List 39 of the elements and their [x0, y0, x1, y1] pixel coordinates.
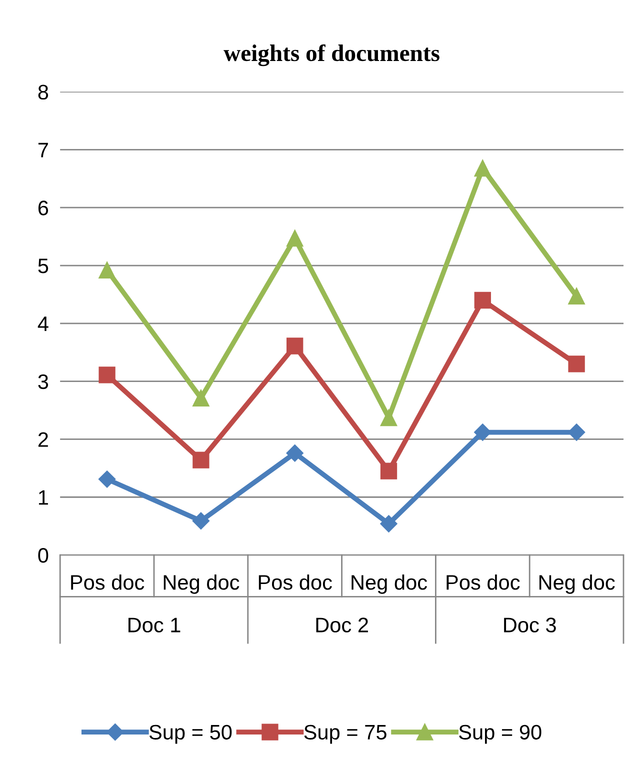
x-tick-label: Neg doc [352, 574, 427, 594]
point [98, 262, 116, 278]
y-tick-label: 5 [38, 258, 48, 274]
y-tick-label: 2 [38, 432, 48, 447]
legend-label: Sup = 75 [304, 724, 386, 744]
point [568, 356, 585, 372]
point [380, 462, 398, 480]
y-tick-label: 0 [38, 548, 48, 563]
x-tick-label: Neg doc [164, 574, 240, 594]
point [286, 444, 304, 462]
text: Doc 1 [128, 618, 180, 632]
text: Doc 3 [504, 618, 556, 632]
point [286, 338, 304, 354]
y-tick-label: 4 [38, 316, 48, 331]
point [286, 230, 304, 247]
point [474, 160, 491, 177]
point [474, 424, 492, 441]
point [568, 288, 585, 305]
y-tick-label: 8 [38, 84, 48, 100]
point [380, 409, 398, 426]
text: Doc 2 [316, 618, 368, 632]
point [380, 515, 398, 532]
y-tick-label: 1 [38, 490, 48, 505]
point [98, 470, 116, 488]
point [192, 390, 210, 406]
x-tick-label: Pos doc [71, 574, 144, 590]
legend-label: Sup = 50 [149, 724, 232, 744]
point [192, 452, 210, 468]
y-tick-label: 6 [38, 200, 48, 216]
x-tick-label: Pos doc [258, 574, 332, 590]
point [98, 366, 116, 384]
point [474, 292, 491, 309]
y-tick-label: 3 [38, 374, 48, 390]
y-tick-label: 7 [38, 142, 48, 158]
legend-label: Sup = 90 [459, 724, 542, 744]
x-tick-label: Pos doc [446, 574, 520, 590]
x-tick-label: Neg doc [539, 574, 615, 594]
point [192, 512, 210, 530]
chart-title: weights of documents [224, 44, 440, 66]
